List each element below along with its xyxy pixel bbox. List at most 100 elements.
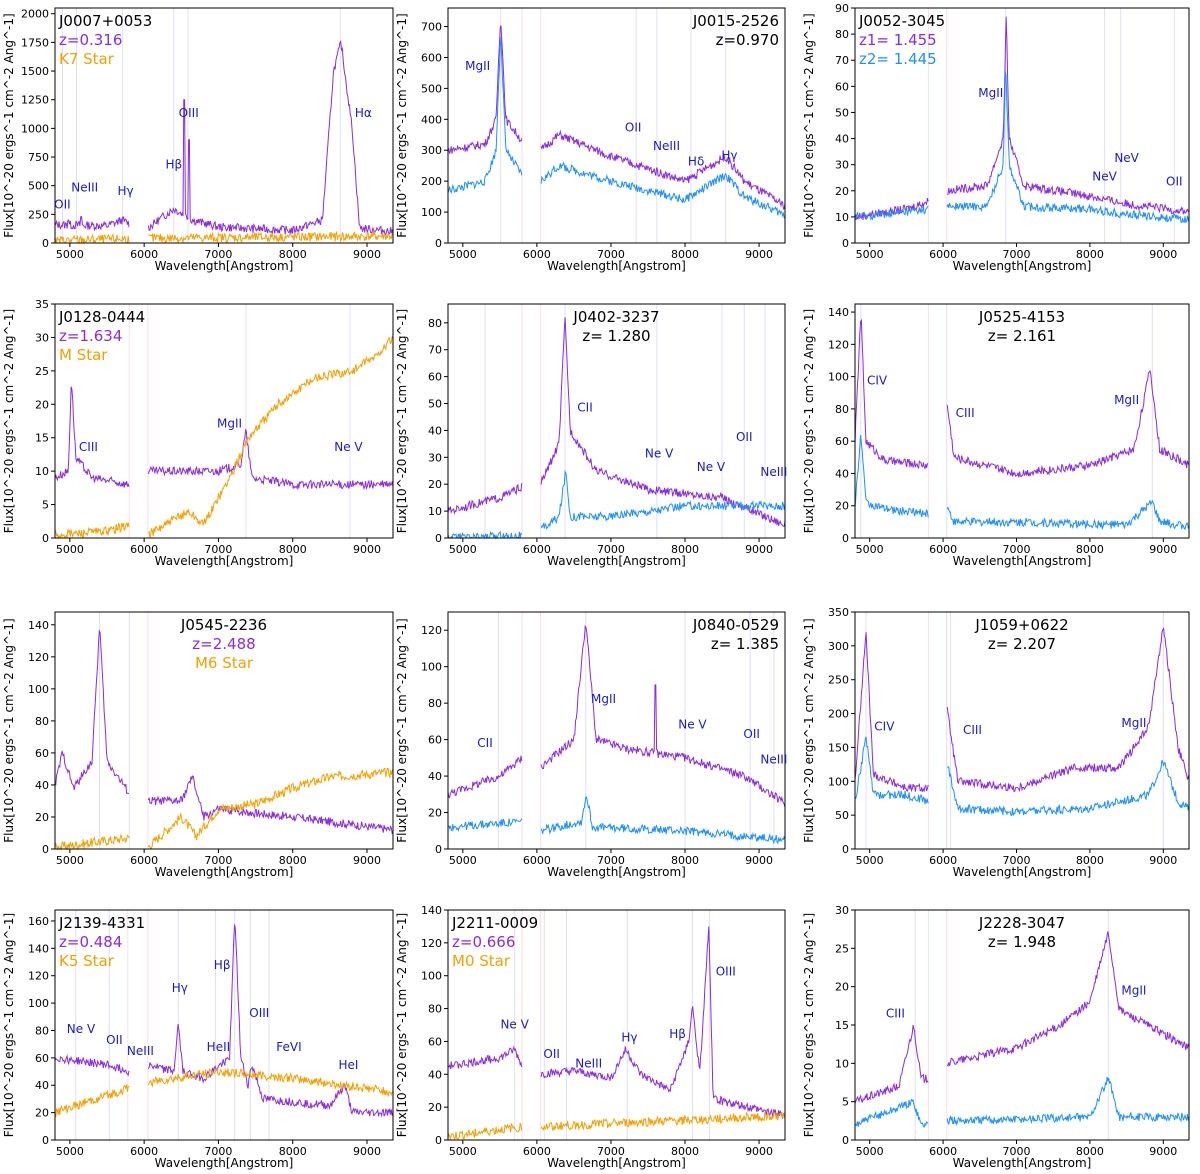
panel-title: J2211-0009 (451, 914, 538, 932)
x-tick-label: 9000 (353, 1145, 381, 1158)
y-tick-label: 80 (428, 697, 442, 710)
legend-entry: z= 1.948 (988, 933, 1056, 951)
spectrum-panel-10: 5000 6000 7000 8000 9000 0 20 40 60 80 100 120 140 Wa… (395, 904, 786, 1170)
emission-line-label: NeV (1092, 169, 1117, 183)
y-tick-label: 20 (835, 981, 849, 994)
series-qso (54, 629, 394, 835)
y-tick-label: 0 (42, 237, 49, 250)
y-axis-label: Flux[10^-20 ergs^-1 cm^-2 Ang^-1] (2, 618, 16, 842)
y-tick-label: 5 (42, 499, 49, 512)
y-tick-label: 10 (835, 1057, 849, 1070)
y-tick-label: 10 (35, 465, 49, 478)
x-tick-label: 8000 (279, 248, 307, 261)
y-axis-label: Flux[10^-20 ergs^-1 cm^-2 Ang^-1] (395, 618, 409, 842)
y-tick-label: 500 (28, 180, 49, 193)
emission-line-label: OIII (716, 965, 736, 979)
y-tick-label: 90 (835, 2, 849, 15)
x-axis-label: Wavelength[Angstrom] (953, 865, 1092, 879)
y-tick-label: 20 (428, 807, 442, 820)
series-qso (854, 318, 1190, 478)
y-tick-label: 50 (835, 106, 849, 119)
emission-line-label: CIV (874, 720, 895, 734)
x-axis-label: Wavelength[Angstrom] (953, 1156, 1092, 1170)
y-axis-label: Flux[10^-20 ergs^-1 cm^-2 Ang^-1] (802, 309, 816, 533)
x-tick-label: 6000 (130, 1145, 158, 1158)
y-tick-label: 150 (828, 741, 849, 754)
legend-entry: z1= 1.455 (859, 31, 937, 49)
emission-line-label: MgII (1121, 716, 1146, 730)
y-axis-label: Flux[10^-20 ergs^-1 cm^-2 Ang^-1] (395, 913, 409, 1137)
legend-entry: z= 2.161 (988, 327, 1056, 345)
x-tick-label: 8000 (671, 543, 699, 556)
series-qso (854, 627, 1190, 793)
x-tick-label: 6000 (523, 1145, 551, 1158)
series-qso (447, 624, 786, 808)
emission-line-label: NeIII (760, 752, 787, 766)
y-tick-label: 140 (421, 904, 442, 917)
y-tick-label: 120 (421, 937, 442, 950)
emission-line-label: Ne V (67, 1022, 96, 1036)
x-tick-label: 7000 (204, 854, 232, 867)
emission-line-label: OII (543, 1047, 560, 1061)
x-tick-label: 6000 (929, 543, 957, 556)
plot-frame (54, 611, 394, 850)
y-axis-label: Flux[10^-20 ergs^-1 cm^-2 Ang^-1] (802, 913, 816, 1137)
y-tick-label: 140 (28, 619, 49, 632)
y-tick-label: 40 (428, 770, 442, 783)
x-tick-label: 5000 (449, 248, 477, 261)
emission-line-label: CII (477, 736, 492, 750)
plot-frame (854, 303, 1190, 539)
y-tick-label: 600 (421, 51, 442, 64)
panel-title: J2228-3047 (978, 914, 1065, 932)
series-qso (447, 926, 786, 1119)
y-axis-label: Flux[10^-20 ergs^-1 cm^-2 Ang^-1] (2, 13, 16, 237)
y-tick-label: 200 (828, 708, 849, 721)
series-qso (54, 386, 394, 491)
y-tick-label: 30 (835, 904, 849, 917)
series-star (54, 336, 394, 540)
y-tick-label: 0 (842, 843, 849, 856)
panel-title: J1059+0622 (974, 616, 1068, 634)
x-tick-label: 8000 (671, 248, 699, 261)
x-axis-label: Wavelength[Angstrom] (155, 554, 294, 568)
x-tick-label: 5000 (856, 854, 884, 867)
y-tick-label: 50 (428, 398, 442, 411)
spectrum-panel-0: 5000 6000 7000 8000 9000 0 250 500 750 1000 1250 15… (2, 7, 394, 273)
x-axis-label: Wavelength[Angstrom] (155, 1156, 294, 1170)
y-axis-label: Flux[10^-20 ergs^-1 cm^-2 Ang^-1] (395, 309, 409, 533)
emission-line-label: CIII (79, 440, 98, 454)
x-tick-label: 8000 (671, 854, 699, 867)
emission-line-label: MgII (217, 417, 242, 431)
x-tick-label: 6000 (523, 248, 551, 261)
series-qso2 (854, 1076, 1190, 1128)
plot-frame (54, 303, 394, 539)
panel-title: J0525-4153 (978, 308, 1065, 326)
legend-entry: z= 1.385 (711, 635, 779, 653)
y-tick-label: 120 (828, 338, 849, 351)
y-tick-label: 100 (421, 970, 442, 983)
x-tick-label: 9000 (353, 543, 381, 556)
x-axis-label: Wavelength[Angstrom] (547, 1156, 686, 1170)
y-tick-label: 40 (835, 467, 849, 480)
x-tick-label: 7000 (597, 248, 625, 261)
emission-line-label: HeI (338, 1058, 358, 1072)
panel-title: J0128-0444 (58, 308, 145, 326)
legend-entry: z=0.666 (452, 933, 515, 951)
emission-line-label: FeVI (276, 1040, 301, 1054)
emission-line-label: Hγ (621, 1030, 637, 1044)
x-axis-label: Wavelength[Angstrom] (547, 259, 686, 273)
x-tick-label: 9000 (1149, 543, 1177, 556)
panel-title: J0402-3237 (572, 308, 659, 326)
spectrum-panel-7: 5000 6000 7000 8000 9000 0 20 40 60 80 100 120 Wavel… (395, 611, 787, 879)
y-tick-label: 250 (828, 674, 849, 687)
x-tick-label: 7000 (597, 543, 625, 556)
x-tick-label: 6000 (130, 248, 158, 261)
plot-frame (854, 7, 1190, 244)
x-axis-label: Wavelength[Angstrom] (547, 554, 686, 568)
x-tick-label: 6000 (130, 543, 158, 556)
y-tick-label: 350 (828, 606, 849, 619)
x-tick-label: 8000 (279, 543, 307, 556)
y-tick-label: 80 (835, 28, 849, 41)
plot-frame (447, 611, 786, 850)
emission-line-label: MgII (465, 59, 490, 73)
